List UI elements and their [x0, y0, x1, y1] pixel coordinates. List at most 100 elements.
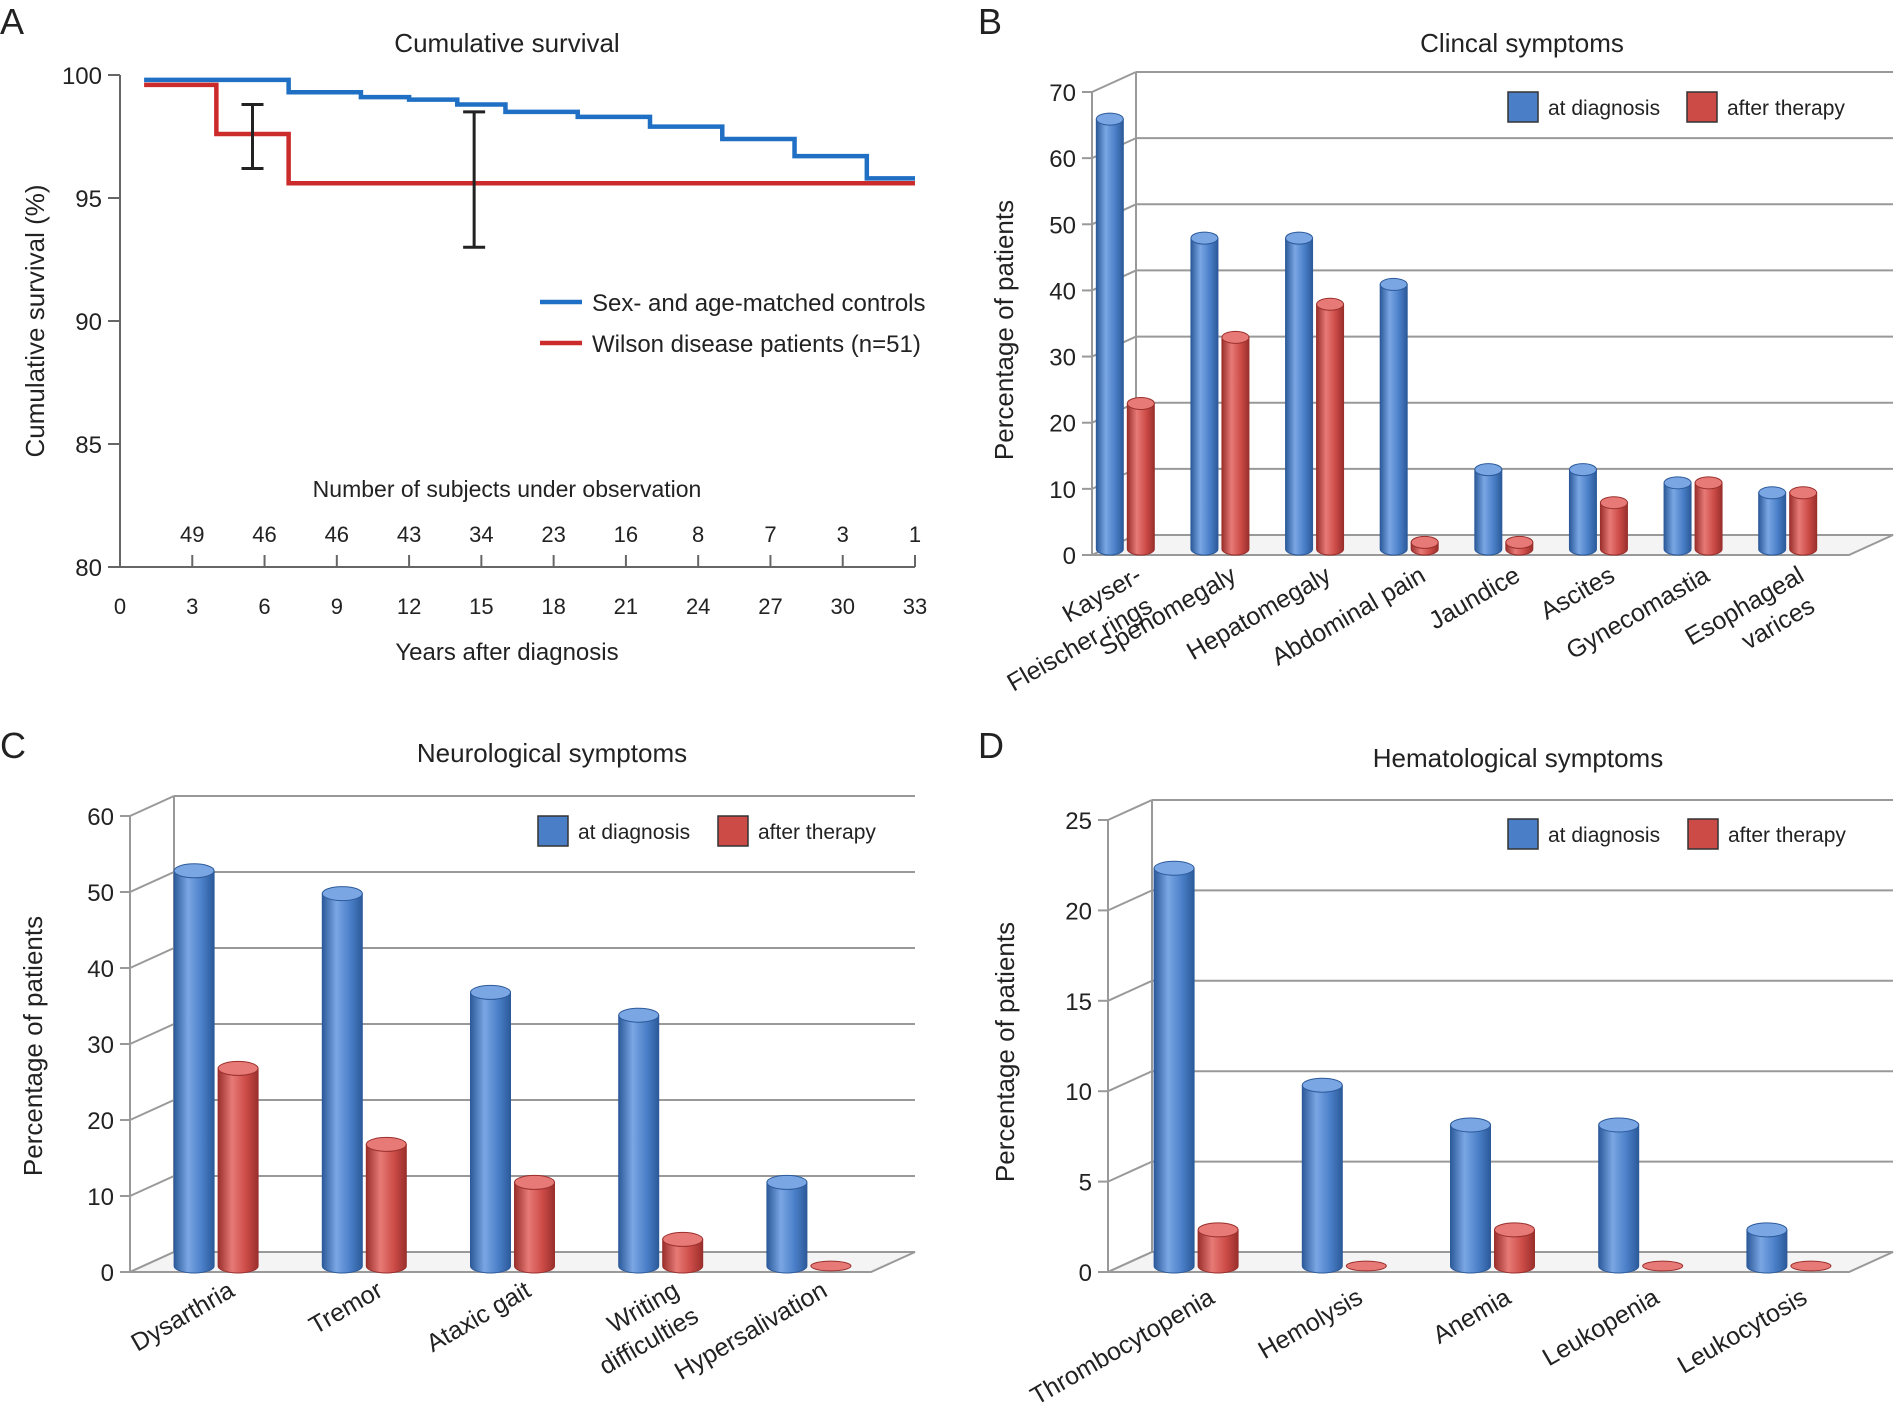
y-axis-label: Percentage of patients [18, 916, 48, 1176]
y-tick-label: 40 [87, 956, 114, 983]
y-tick-label: 30 [1049, 345, 1076, 372]
risk-table-label: Number of subjects under observation [313, 476, 702, 502]
category-label-hemolysis: Hemolysis [1253, 1283, 1367, 1365]
y-tick-label: 40 [1049, 278, 1076, 305]
legend-label: at diagnosis [1548, 824, 1660, 847]
gridline-depth [129, 871, 175, 893]
legend-swatch-after-therapy [1686, 91, 1718, 123]
risk-count: 8 [692, 522, 704, 547]
bar-after-therapy-tremor [365, 1136, 407, 1274]
x-tick-label: 15 [469, 594, 493, 619]
gridline-depth [1091, 71, 1137, 93]
legend-label: after therapy [758, 821, 876, 844]
y-tick-label: 20 [1065, 898, 1092, 925]
panel-letter-c: C [0, 725, 26, 766]
x-tick-label: 0 [114, 594, 126, 619]
bar-at-diagnosis-tremor [321, 886, 363, 1274]
risk-count: 3 [837, 522, 849, 547]
legend-label: after therapy [1728, 824, 1846, 847]
chart-title: Cumulative survival [394, 28, 619, 58]
bar-at-diagnosis-abdominal-pain [1379, 277, 1408, 556]
risk-count: 34 [469, 522, 493, 547]
bar-at-diagnosis-hemolysis [1301, 1077, 1343, 1274]
x-tick-label: 30 [830, 594, 854, 619]
bar-at-diagnosis-hypersalivation [766, 1174, 808, 1274]
x-tick-label: 12 [397, 594, 421, 619]
bar-chart-c: Neurological symptoms 0 10 20 30 40 50 60 Percen… [18, 738, 916, 1386]
bar-after-therapy-esophageal-varices [1789, 486, 1818, 556]
chart-title: Neurological symptoms [417, 738, 687, 768]
x-tick-label: 24 [686, 594, 710, 619]
y-tick-label: 25 [1065, 808, 1092, 835]
y-tick-label: 10 [87, 1184, 114, 1211]
bar-at-diagnosis-writing-difficulties [618, 1007, 660, 1274]
bar-after-therapy-gynecomastia [1694, 476, 1723, 556]
gridline-depth [1107, 1070, 1153, 1093]
gridline-depth [1107, 1160, 1153, 1183]
y-tick-label: 95 [75, 186, 102, 213]
category-label-ataxic-gait: Ataxic gait [422, 1276, 536, 1358]
risk-count: 49 [180, 522, 204, 547]
bar-after-therapy-ataxic-gait [514, 1174, 555, 1274]
bar-chart-b: Clincal symptoms 0 10 20 30 40 50 60 70 Percentag… [989, 28, 1894, 697]
gridline-depth [129, 1023, 175, 1045]
y-tick-label: 10 [1049, 477, 1076, 504]
y-tick-label: 80 [75, 555, 102, 582]
bar-at-diagnosis-esophageal-varices [1758, 486, 1787, 556]
legend-label: after therapy [1727, 97, 1845, 120]
legend-swatch-at-diagnosis [1507, 91, 1539, 123]
bar-after-therapy-leukopenia [1642, 1260, 1684, 1272]
survival-line-sex-and-age-matched-controls [144, 77, 915, 181]
bar-after-therapy-thrombocytopenia [1197, 1222, 1239, 1274]
bar-chart-d: Hematological symptoms 0 5 10 15 20 25 Percenta… [990, 743, 1894, 1411]
y-tick-label: 100 [62, 63, 102, 90]
bar-at-diagnosis-spenomegaly [1190, 231, 1219, 556]
bar-after-therapy-ascites [1599, 496, 1628, 556]
y-tick-label: 0 [1063, 543, 1076, 570]
risk-count: 7 [764, 522, 776, 547]
legend-label: Wilson disease patients (n=51) [592, 331, 921, 358]
category-label-leukopenia: Leukopenia [1538, 1283, 1664, 1372]
bar-after-therapy-spenomegaly [1221, 330, 1250, 556]
bar-after-therapy-hemolysis [1345, 1260, 1387, 1272]
bar-at-diagnosis-anemia [1450, 1117, 1491, 1274]
legend-label: at diagnosis [1548, 97, 1660, 120]
y-tick-label: 5 [1079, 1170, 1092, 1197]
legend-swatch-after-therapy [717, 815, 749, 847]
bar-at-diagnosis-ascites [1568, 463, 1597, 556]
risk-count: 16 [614, 522, 638, 547]
chart-title: Hematological symptoms [1373, 743, 1663, 773]
bar-after-therapy-writing-difficulties [662, 1231, 704, 1274]
bar-after-therapy-kayser-fleischer-rings [1126, 396, 1155, 556]
category-label-thrombocytopenia: Thrombocytopenia [1026, 1283, 1219, 1411]
y-tick-label: 50 [1049, 212, 1076, 239]
bar-after-therapy-hypersalivation [810, 1260, 852, 1272]
y-tick-label: 20 [87, 1108, 114, 1135]
y-axis-label: Percentage of patients [990, 922, 1020, 1182]
gridline-depth [129, 1175, 175, 1197]
gridline-depth [1107, 979, 1153, 1002]
bar-at-diagnosis-kayser-fleischer-rings [1095, 112, 1124, 556]
y-tick-label: 90 [75, 309, 102, 336]
category-label-anemia: Anemia [1428, 1283, 1515, 1350]
y-tick-label: 10 [1065, 1079, 1092, 1106]
y-tick-label: 30 [87, 1032, 114, 1059]
y-axis-label: Percentage of patients [989, 200, 1019, 460]
y-tick-label: 60 [1049, 146, 1076, 173]
category-label-leukocytosis: Leukocytosis [1673, 1283, 1812, 1380]
legend-swatch-at-diagnosis [537, 815, 569, 847]
x-tick-label: 9 [331, 594, 343, 619]
legend-swatch-after-therapy [1687, 818, 1719, 850]
bar-at-diagnosis-hepatomegaly [1285, 231, 1314, 556]
x-tick-label: 6 [258, 594, 270, 619]
gridline-depth [129, 947, 175, 969]
y-tick-label: 15 [1065, 989, 1092, 1016]
risk-count: 23 [541, 522, 565, 547]
y-tick-label: 50 [87, 880, 114, 907]
gridline-depth [129, 795, 175, 817]
y-tick-label: 85 [75, 432, 102, 459]
x-tick-label: 21 [614, 594, 638, 619]
bar-after-therapy-anemia [1494, 1222, 1535, 1274]
y-tick-label: 0 [101, 1260, 114, 1287]
